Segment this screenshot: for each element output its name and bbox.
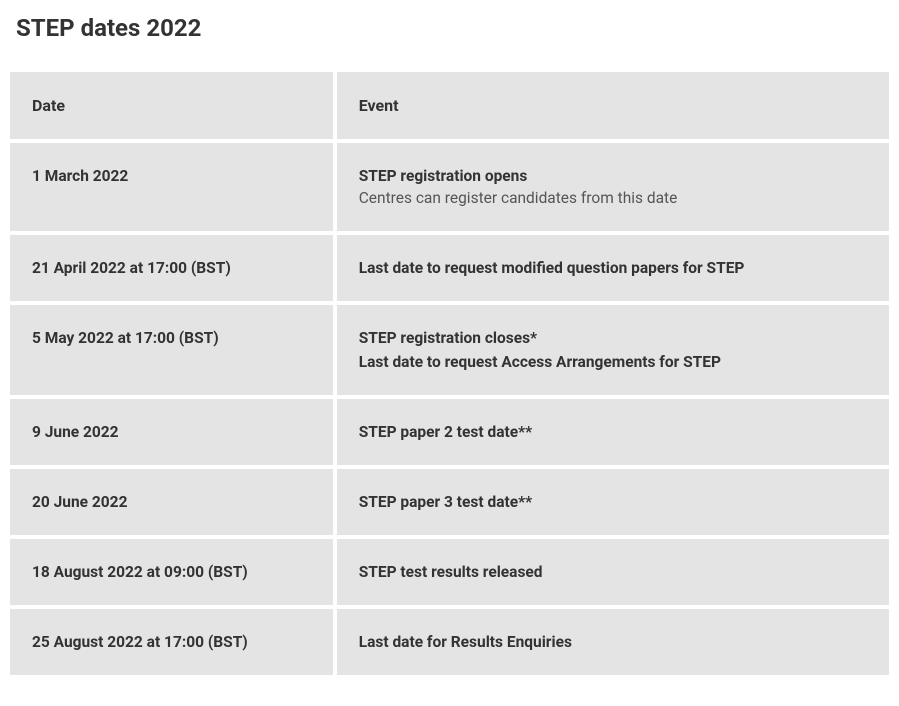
date-text: 1 March 2022	[32, 167, 128, 185]
event-cell: STEP paper 3 test date**	[335, 467, 891, 537]
event-text-bold: STEP paper 2 test date**	[359, 423, 867, 441]
date-text: 20 June 2022	[32, 493, 127, 511]
table-row: 21 April 2022 at 17:00 (BST) Last date t…	[8, 233, 891, 303]
date-text: 25 August 2022 at 17:00 (BST)	[32, 633, 248, 651]
table-row: 18 August 2022 at 09:00 (BST) STEP test …	[8, 537, 891, 607]
date-text: 9 June 2022	[32, 423, 119, 441]
table-row: 25 August 2022 at 17:00 (BST) Last date …	[8, 607, 891, 677]
event-text-bold: Last date for Results Enquiries	[359, 633, 867, 651]
table-row: 9 June 2022 STEP paper 2 test date**	[8, 397, 891, 467]
date-cell: 21 April 2022 at 17:00 (BST)	[8, 233, 335, 303]
event-cell: STEP registration opens Centres can regi…	[335, 141, 891, 233]
event-cell: STEP test results released	[335, 537, 891, 607]
event-text-bold: STEP paper 3 test date**	[359, 493, 867, 511]
table-row: 20 June 2022 STEP paper 3 test date**	[8, 467, 891, 537]
table-row: 1 March 2022 STEP registration opens Cen…	[8, 141, 891, 233]
event-text-bold: Last date to request Access Arrangements…	[359, 353, 867, 371]
step-dates-table: Date Event 1 March 2022 STEP registratio…	[8, 70, 891, 677]
event-text-bold: Last date to request modified question p…	[359, 259, 867, 277]
event-text-bold: STEP registration closes*	[359, 329, 867, 347]
date-text: 18 August 2022 at 09:00 (BST)	[32, 563, 248, 581]
event-cell: Last date to request modified question p…	[335, 233, 891, 303]
date-cell: 1 March 2022	[8, 141, 335, 233]
date-cell: 5 May 2022 at 17:00 (BST)	[8, 303, 335, 397]
event-cell: STEP paper 2 test date**	[335, 397, 891, 467]
date-text: 5 May 2022 at 17:00 (BST)	[32, 329, 219, 347]
date-cell: 20 June 2022	[8, 467, 335, 537]
event-cell: Last date for Results Enquiries	[335, 607, 891, 677]
table-body: 1 March 2022 STEP registration opens Cen…	[8, 141, 891, 677]
table-header-row: Date Event	[8, 70, 891, 141]
event-text-bold: STEP registration opens	[359, 167, 867, 185]
date-cell: 25 August 2022 at 17:00 (BST)	[8, 607, 335, 677]
table-header-date: Date	[8, 70, 335, 141]
event-cell: STEP registration closes* Last date to r…	[335, 303, 891, 397]
date-text: 21 April 2022 at 17:00 (BST)	[32, 259, 231, 277]
date-cell: 9 June 2022	[8, 397, 335, 467]
event-text-sub: Centres can register candidates from thi…	[359, 189, 867, 207]
table-row: 5 May 2022 at 17:00 (BST) STEP registrat…	[8, 303, 891, 397]
page-title: STEP dates 2022	[16, 14, 891, 42]
event-text-bold: STEP test results released	[359, 563, 867, 581]
date-cell: 18 August 2022 at 09:00 (BST)	[8, 537, 335, 607]
table-header-event: Event	[335, 70, 891, 141]
